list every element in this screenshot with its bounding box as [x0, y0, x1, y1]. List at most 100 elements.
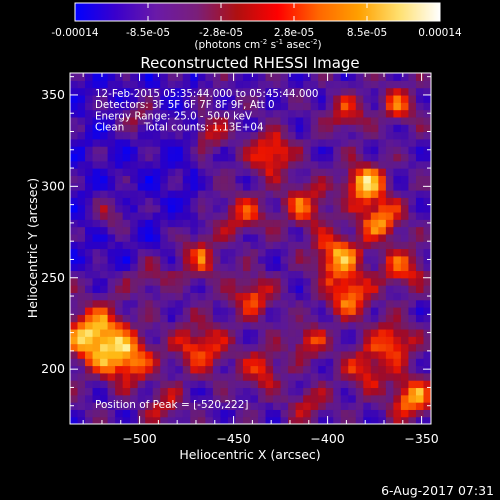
heatmap-cell	[280, 219, 289, 228]
heatmap-cell	[130, 175, 139, 184]
heatmap-cell	[333, 358, 342, 367]
heatmap-cell	[378, 292, 387, 301]
heatmap-cell	[250, 365, 259, 374]
heatmap-cell	[235, 204, 244, 213]
heatmap-cell	[408, 336, 417, 345]
heatmap-cell	[333, 380, 342, 389]
heatmap-cell	[378, 182, 387, 191]
heatmap-cell	[385, 197, 394, 206]
heatmap-cell	[318, 211, 327, 220]
heatmap-cell	[370, 109, 379, 118]
heatmap-cell	[295, 190, 304, 198]
heatmap-cell	[175, 226, 184, 235]
heatmap-cell	[325, 153, 334, 162]
heatmap-cell	[415, 372, 425, 381]
heatmap-cell	[423, 131, 431, 140]
heatmap-cell	[100, 299, 109, 308]
heatmap-cell	[348, 365, 357, 374]
heatmap-cell	[415, 277, 425, 286]
heatmap-cell	[235, 168, 244, 176]
heatmap-cell	[227, 292, 237, 301]
heatmap-cell	[197, 197, 206, 206]
heatmap-cell	[295, 255, 304, 264]
heatmap-cell	[182, 350, 191, 359]
heatmap-cell	[220, 175, 229, 184]
heatmap-cell	[370, 416, 379, 424]
heatmap-cell	[205, 321, 214, 330]
heatmap-cell	[415, 285, 425, 293]
heatmap-cell	[385, 248, 394, 257]
heatmap-cell	[385, 277, 394, 286]
heatmap-cell	[258, 292, 267, 301]
heatmap-cell	[167, 409, 176, 418]
heatmap-cell	[152, 336, 161, 345]
heatmap-cell	[145, 321, 154, 330]
heatmap-cell	[310, 109, 319, 118]
heatmap-cell	[310, 314, 319, 323]
heatmap-cell	[130, 380, 139, 389]
heatmap-cell	[167, 248, 176, 257]
heatmap-cell	[250, 416, 259, 424]
heatmap-cell	[280, 285, 289, 293]
heatmap-cell	[288, 182, 297, 191]
heatmap-cell	[190, 255, 199, 264]
heatmap-cell	[160, 204, 169, 213]
heatmap-cell	[265, 343, 274, 352]
heatmap-cell	[303, 124, 312, 133]
heatmap-cell	[77, 190, 86, 198]
heatmap-cell	[348, 160, 357, 169]
heatmap-cell	[415, 255, 425, 264]
heatmap-cell	[310, 168, 319, 176]
heatmap-cell	[92, 263, 101, 272]
heatmap-cell	[160, 168, 169, 176]
heatmap-cell	[107, 204, 116, 213]
heatmap-cell	[325, 336, 334, 345]
heatmap-cell	[227, 299, 237, 308]
heatmap-cell	[70, 197, 79, 206]
heatmap-cell	[378, 175, 387, 184]
heatmap-cell	[408, 358, 417, 367]
heatmap-cell	[100, 226, 109, 235]
heatmap-cell	[348, 277, 357, 286]
heatmap-cell	[280, 116, 289, 125]
heatmap-cell	[85, 248, 94, 257]
heatmap-cell	[85, 153, 94, 162]
heatmap-cell	[205, 248, 214, 257]
heatmap-cell	[235, 380, 244, 389]
heatmap-cell	[333, 285, 342, 293]
heatmap-cell	[258, 255, 267, 264]
heatmap-cell	[385, 131, 394, 140]
heatmap-cell	[385, 138, 394, 147]
heatmap-cell	[363, 285, 372, 293]
heatmap-cell	[288, 358, 297, 367]
heatmap-cell	[378, 190, 387, 198]
info-text: 12-Feb-2015 05:35:44.000 to 05:45:44.000…	[95, 88, 318, 134]
heatmap-cell	[280, 343, 289, 352]
heatmap-cell	[303, 380, 312, 389]
heatmap-cell	[363, 336, 372, 345]
heatmap-cell	[115, 116, 124, 125]
heatmap-cell	[160, 182, 169, 191]
heatmap-cell	[363, 350, 372, 359]
heatmap-cell	[122, 365, 131, 374]
heatmap-cell	[273, 241, 282, 250]
heatmap-cell	[235, 109, 244, 118]
heatmap-cell	[107, 255, 116, 264]
heatmap-cell	[303, 197, 312, 206]
heatmap-cell	[393, 138, 402, 147]
heatmap-cell	[408, 350, 417, 359]
heatmap-cell	[182, 226, 191, 235]
heatmap-cell	[227, 87, 237, 96]
heatmap-cell	[423, 94, 431, 103]
heatmap-cell	[310, 87, 319, 96]
heatmap-cell	[235, 146, 244, 155]
heatmap-cell	[423, 416, 431, 424]
heatmap-cell	[348, 380, 357, 389]
heatmap-cell	[348, 402, 357, 410]
heatmap-cell	[115, 124, 124, 133]
heatmap-cell	[408, 263, 417, 272]
heatmap-cell	[107, 343, 116, 352]
heatmap-cell	[273, 226, 282, 235]
heatmap-cell	[385, 116, 394, 125]
heatmap-cell	[175, 394, 184, 403]
